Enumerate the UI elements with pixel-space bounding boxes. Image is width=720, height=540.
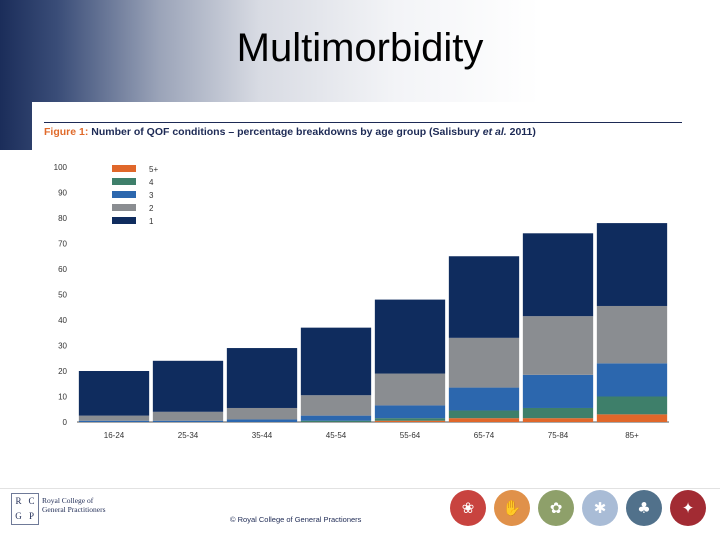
y-tick-label: 20: [58, 367, 67, 376]
legend-swatch: [112, 165, 136, 172]
logo-letter: P: [28, 511, 34, 521]
bar-segment: [522, 316, 594, 375]
x-tick-label: 55-64: [400, 431, 421, 440]
copyright-text: © Royal College of General Practioners: [230, 515, 362, 524]
x-tick-label: 85+: [625, 431, 639, 440]
x-tick-label: 45-54: [326, 431, 347, 440]
rose-icon: ❀: [450, 490, 486, 526]
bar-segment: [300, 420, 372, 422]
organisation-name-line2: General Practitioners: [42, 505, 106, 514]
bar-segment: [78, 371, 150, 416]
slide-title: Multimorbidity: [236, 26, 484, 70]
bar-segment: [374, 418, 446, 421]
x-tick-label: 35-44: [252, 431, 273, 440]
bar-segment: [78, 415, 150, 421]
y-tick-label: 100: [54, 163, 68, 172]
bar-segment: [522, 374, 594, 408]
bar-segment: [152, 411, 224, 421]
x-tick-label: 25-34: [178, 431, 199, 440]
legend-swatch: [112, 191, 136, 198]
bar-segment: [226, 419, 298, 422]
bar-segment: [300, 415, 372, 421]
bar-segment: [596, 305, 668, 364]
bar-segment: [448, 256, 520, 338]
bar-segment: [374, 299, 446, 374]
bar-segment: [596, 223, 668, 306]
bar-segment: [596, 396, 668, 415]
bar-segment: [522, 418, 594, 422]
footer-rule: [0, 488, 720, 489]
x-tick-label: 75-84: [548, 431, 569, 440]
organisation-name-line1: Royal College of: [42, 496, 94, 505]
bar-segment: [522, 407, 594, 419]
figure-label: Figure 1:: [44, 126, 89, 138]
logo-letter: C: [28, 496, 35, 506]
y-tick-label: 70: [58, 240, 67, 249]
tree-sprout-icon: ✿: [538, 490, 574, 526]
footer-icon-row: ❀ ✋ ✿ ✱ ♣ ✦: [450, 490, 706, 526]
bar-segment: [226, 407, 298, 420]
bar-segment: [596, 363, 668, 397]
bar-segment: [300, 327, 372, 396]
y-tick-label: 40: [58, 316, 67, 325]
stacked-bar-chart: 0 10 20 30 40 50 60 70 80 90 100 16-24 25-34 35-44 45-…: [54, 163, 669, 440]
snowflake-icon: ✱: [582, 490, 618, 526]
bar-segment: [448, 410, 520, 419]
logo-letter: G: [15, 511, 22, 521]
bar-segment: [374, 405, 446, 419]
legend-swatch: [112, 178, 136, 185]
bar-segment: [596, 414, 668, 422]
organisation-name: Royal College of General Practitioners: [42, 496, 106, 514]
legend-label: 4: [149, 178, 154, 187]
legend-label: 5+: [149, 165, 158, 174]
y-tick-label: 10: [58, 393, 67, 402]
x-tick-label: 65-74: [474, 431, 495, 440]
bar-segment: [448, 387, 520, 411]
tree-icon: ♣: [626, 490, 662, 526]
bar-segment: [152, 360, 224, 412]
logo-letter: R: [15, 496, 22, 506]
y-tick-label: 30: [58, 342, 67, 351]
bar-segment: [374, 373, 446, 406]
legend-label: 2: [149, 204, 154, 213]
bar-segment: [226, 348, 298, 408]
bar-segment: [522, 233, 594, 317]
legend-label: 1: [149, 217, 154, 226]
figure-caption-text: Number of QOF conditions – percentage br…: [88, 126, 483, 138]
bar-segment: [448, 337, 520, 388]
bar-segment: [152, 420, 224, 422]
legend-swatch: [112, 204, 136, 211]
bar-segment: [78, 420, 150, 422]
legend-swatch: [112, 217, 136, 224]
bar-segment: [300, 395, 372, 416]
legend-label: 3: [149, 191, 154, 200]
y-tick-label: 80: [58, 214, 67, 223]
bar-segment: [448, 418, 520, 422]
y-tick-label: 90: [58, 189, 67, 198]
y-tick-label: 0: [63, 418, 68, 427]
caption-rule: [44, 122, 682, 123]
figure-caption-italic: et al.: [482, 126, 507, 138]
y-tick-label: 60: [58, 265, 67, 274]
x-tick-label: 16-24: [104, 431, 125, 440]
figure-caption: Figure 1: Number of QOF conditions – per…: [44, 126, 536, 138]
figure-caption-end: 2011): [506, 126, 536, 138]
hands-icon: ✋: [494, 490, 530, 526]
bar-segment: [374, 420, 446, 422]
rcgp-logo: R C G P: [11, 493, 39, 525]
y-tick-label: 50: [58, 291, 67, 300]
bird-icon: ✦: [670, 490, 706, 526]
